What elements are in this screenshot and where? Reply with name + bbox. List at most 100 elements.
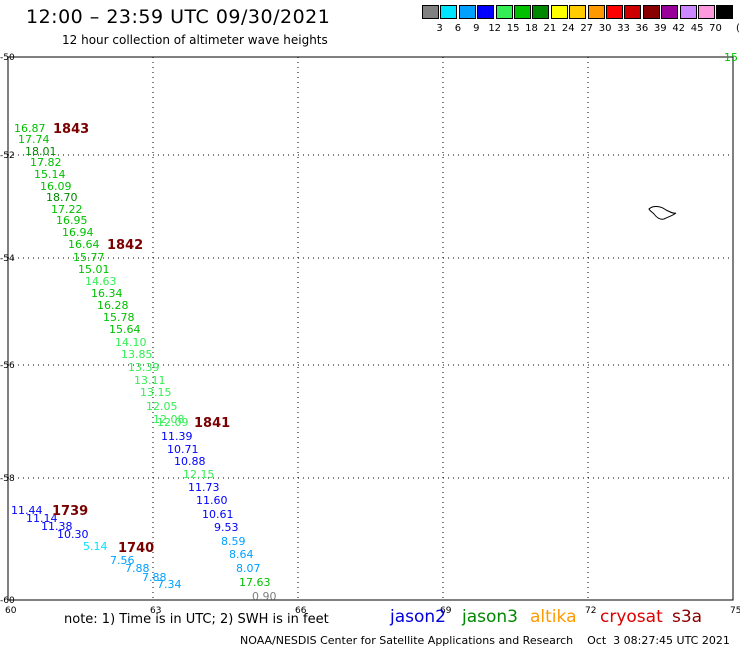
footer-credit: NOAA/NESDIS Center for Satellite Applica… bbox=[240, 634, 730, 647]
wave-height-value: 7.88 bbox=[142, 571, 167, 584]
longitude-tick-label: 75 bbox=[730, 606, 740, 616]
wave-height-value: 8.59 bbox=[221, 535, 246, 548]
legend-swatch-label: 39 bbox=[653, 23, 667, 34]
longitude-tick-label: 63 bbox=[150, 606, 161, 616]
wave-height-value: 15.01 bbox=[78, 263, 110, 276]
wave-height-tracks: 16.8717.7418.0117.8215.1416.0918.7017.22… bbox=[11, 122, 277, 603]
legend-swatch bbox=[624, 5, 642, 19]
legend-swatch-label: 33 bbox=[617, 23, 630, 34]
wave-height-value: 12.15 bbox=[183, 468, 215, 481]
island-outline bbox=[648, 206, 677, 220]
legend-swatch bbox=[514, 5, 531, 19]
legend-swatch-label: 27 bbox=[580, 23, 594, 34]
latitude-tick-label: -52 bbox=[0, 151, 15, 161]
wave-height-value: 9.53 bbox=[214, 521, 239, 534]
satellite-label-s3a: s3a bbox=[672, 607, 703, 627]
wave-height-value: 15.14 bbox=[34, 168, 66, 181]
legend-swatch bbox=[532, 5, 550, 19]
wave-height-value: 12.09 bbox=[157, 416, 189, 429]
wave-height-value: 7.56 bbox=[110, 554, 135, 567]
latitude-tick-label: -58 bbox=[0, 474, 15, 484]
legend-swatch-label: 9 bbox=[473, 23, 480, 34]
wave-height-value: 12.08 bbox=[153, 413, 185, 426]
wave-height-value: 14.10 bbox=[115, 336, 147, 349]
wave-height-value: 15.78 bbox=[103, 311, 135, 324]
legend-swatch bbox=[422, 5, 439, 19]
legend-swatch bbox=[661, 5, 679, 19]
legend-swatch bbox=[477, 5, 495, 19]
wave-height-value: 14.63 bbox=[85, 275, 117, 288]
wave-height-value: 18.70 bbox=[46, 191, 78, 204]
wave-height-value: 17.74 bbox=[18, 133, 50, 146]
pass-time-label: 1843 bbox=[53, 122, 89, 137]
legend-swatch bbox=[679, 5, 697, 19]
satellite-label-jason2: jason2 bbox=[390, 607, 446, 627]
wave-height-value: 15.77 bbox=[73, 251, 105, 264]
satellite-label-altika: altika bbox=[530, 607, 577, 627]
legend-swatch bbox=[642, 5, 660, 19]
legend-swatch bbox=[550, 5, 568, 19]
legend-swatch-label: 36 bbox=[635, 23, 649, 34]
wave-height-value: 10.61 bbox=[202, 508, 234, 521]
axis-labels: 60 63 66 69 72 75 -50 -52 -54 -56 -58 -60 bbox=[0, 53, 740, 616]
legend-swatch bbox=[698, 5, 715, 19]
wave-height-value: 11.73 bbox=[188, 481, 220, 494]
wave-height-value: 17.63 bbox=[239, 576, 271, 589]
legend-swatch bbox=[569, 5, 587, 19]
wave-height-value: 13.39 bbox=[128, 361, 160, 374]
wave-height-value: 16.64 bbox=[68, 238, 100, 251]
legend-swatch-label: 70 bbox=[709, 23, 722, 34]
legend-swatch-label: 6 bbox=[454, 23, 462, 34]
longitude-tick-label: 66 bbox=[295, 606, 307, 616]
longitude-tick-label: 69 bbox=[440, 606, 452, 616]
wave-height-value: 11.44 bbox=[11, 504, 43, 517]
wave-height-value: 7.88 bbox=[125, 562, 150, 575]
map-title: 12:00 – 23:59 UTC 09/30/2021 bbox=[26, 6, 331, 28]
legend-swatch-label: 24 bbox=[561, 23, 575, 34]
wave-height-value: 11.14 bbox=[26, 512, 58, 525]
pass-time-label: 1740 bbox=[118, 541, 154, 556]
legend-swatch bbox=[716, 5, 734, 19]
cryosat-track-west: 16.8717.7418.0117.8215.1416.0918.7017.22… bbox=[14, 122, 189, 429]
map-subtitle: 12 hour collection of altimeter wave hei… bbox=[62, 33, 328, 47]
wave-height-value: 11.39 bbox=[161, 430, 193, 443]
map-gridlines bbox=[8, 57, 733, 600]
latitude-tick-label: -56 bbox=[0, 361, 15, 371]
wave-height-value: 16.94 bbox=[62, 226, 94, 239]
legend-swatch-label: 3 bbox=[436, 23, 443, 34]
satellite-label-cryosat: cryosat bbox=[600, 607, 663, 627]
wave-height-value: 17.22 bbox=[51, 203, 83, 216]
pass-time-label: 1842 bbox=[107, 238, 143, 253]
latitude-tick-label: -50 bbox=[0, 53, 15, 63]
wave-height-value: 10.71 bbox=[167, 443, 199, 456]
map-frame bbox=[7, 56, 734, 601]
legend-swatch-label: 45 bbox=[690, 23, 704, 34]
longitude-tick-label: 60 bbox=[5, 606, 17, 616]
corner-label: 15 bbox=[724, 51, 738, 64]
legend-swatch bbox=[606, 5, 623, 19]
wave-height-value: 8.07 bbox=[236, 562, 261, 575]
wave-height-value: 16.28 bbox=[97, 299, 129, 312]
legend-swatch-label: 21 bbox=[543, 23, 557, 34]
wave-height-value: 12.05 bbox=[146, 400, 178, 413]
jason2-track-east: 11.3910.7110.8812.1511.7311.6010.619.538… bbox=[161, 430, 277, 603]
legend-swatch bbox=[587, 5, 605, 19]
satellite-label-jason3: jason3 bbox=[462, 607, 518, 627]
legend-swatch bbox=[495, 5, 513, 19]
latitude-tick-label: -54 bbox=[0, 254, 15, 264]
legend-swatch bbox=[440, 5, 458, 19]
legend-swatch-label: 12 bbox=[488, 23, 502, 34]
legend-swatch-label: 30 bbox=[598, 23, 612, 34]
longitude-tick-label: 72 bbox=[585, 606, 596, 616]
wave-height-value: 15.64 bbox=[109, 323, 141, 336]
legend-units: (ft) bbox=[736, 23, 740, 34]
pass-time-labels: 1843 1842 1841 1739 1740 bbox=[52, 122, 230, 556]
legend-swatch-label: 18 bbox=[525, 23, 538, 34]
wave-height-value: 8.64 bbox=[229, 548, 254, 561]
wave-height-value: 16.09 bbox=[40, 180, 72, 193]
wave-height-value: 17.82 bbox=[30, 156, 62, 169]
wave-height-value: 11.38 bbox=[41, 520, 73, 533]
legend-swatch-label: 42 bbox=[672, 23, 686, 34]
jason3-track-south: 5.147.567.887.887.34 bbox=[83, 540, 182, 591]
